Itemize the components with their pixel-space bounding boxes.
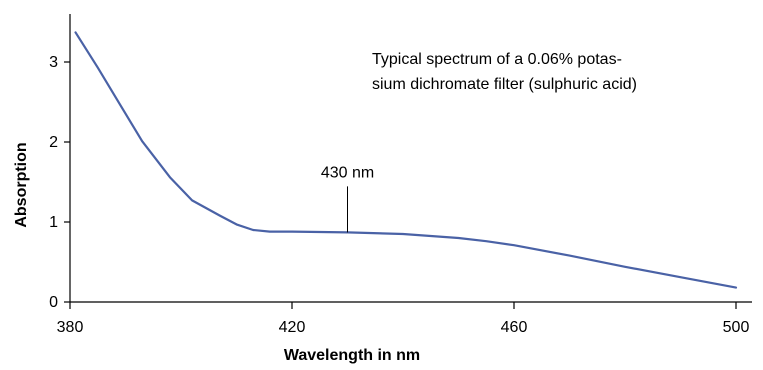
data-point bbox=[513, 244, 515, 246]
data-point bbox=[457, 237, 460, 239]
y-tick-label-1: 1 bbox=[49, 214, 58, 231]
data-point bbox=[319, 231, 321, 233]
data-point bbox=[269, 231, 271, 233]
y-tick-label-2: 2 bbox=[49, 134, 58, 151]
annotation-label-430nm: 430 nm bbox=[321, 164, 374, 181]
y-axis-title: Absorption bbox=[13, 142, 30, 227]
data-point bbox=[97, 67, 99, 69]
data-point bbox=[141, 140, 143, 142]
x-axis-ticks: 380 420 460 500 bbox=[57, 302, 750, 336]
data-point bbox=[191, 199, 193, 201]
data-point bbox=[402, 233, 404, 235]
x-tick-label-420: 420 bbox=[279, 319, 306, 336]
data-point bbox=[74, 31, 77, 33]
data-points bbox=[74, 31, 737, 289]
description-line-2: sium dichromate filter (sulphuric acid) bbox=[372, 76, 637, 93]
x-tick-label-380: 380 bbox=[57, 319, 84, 336]
y-tick-label-3: 3 bbox=[49, 54, 58, 71]
data-point bbox=[235, 223, 238, 225]
data-point bbox=[679, 276, 682, 278]
data-point bbox=[568, 255, 571, 257]
data-point bbox=[252, 229, 254, 231]
data-point bbox=[624, 266, 626, 268]
data-point bbox=[119, 103, 121, 105]
x-tick-label-500: 500 bbox=[723, 319, 750, 336]
description-line-1: Typical spectrum of a 0.06% potas- bbox=[372, 51, 622, 68]
y-tick-label-0: 0 bbox=[49, 294, 58, 311]
data-point bbox=[169, 176, 171, 178]
y-axis-ticks: 0 1 2 3 bbox=[49, 54, 70, 311]
data-point bbox=[291, 231, 293, 233]
plot-area: 0 1 2 3 380 420 460 500 430 nm bbox=[49, 14, 752, 336]
data-point bbox=[219, 215, 221, 217]
x-axis-title: Wavelength in nm bbox=[284, 347, 420, 364]
x-tick-label-460: 460 bbox=[501, 319, 528, 336]
data-point bbox=[735, 287, 737, 289]
series-line-absorption bbox=[74, 31, 738, 289]
data-point bbox=[485, 240, 487, 242]
